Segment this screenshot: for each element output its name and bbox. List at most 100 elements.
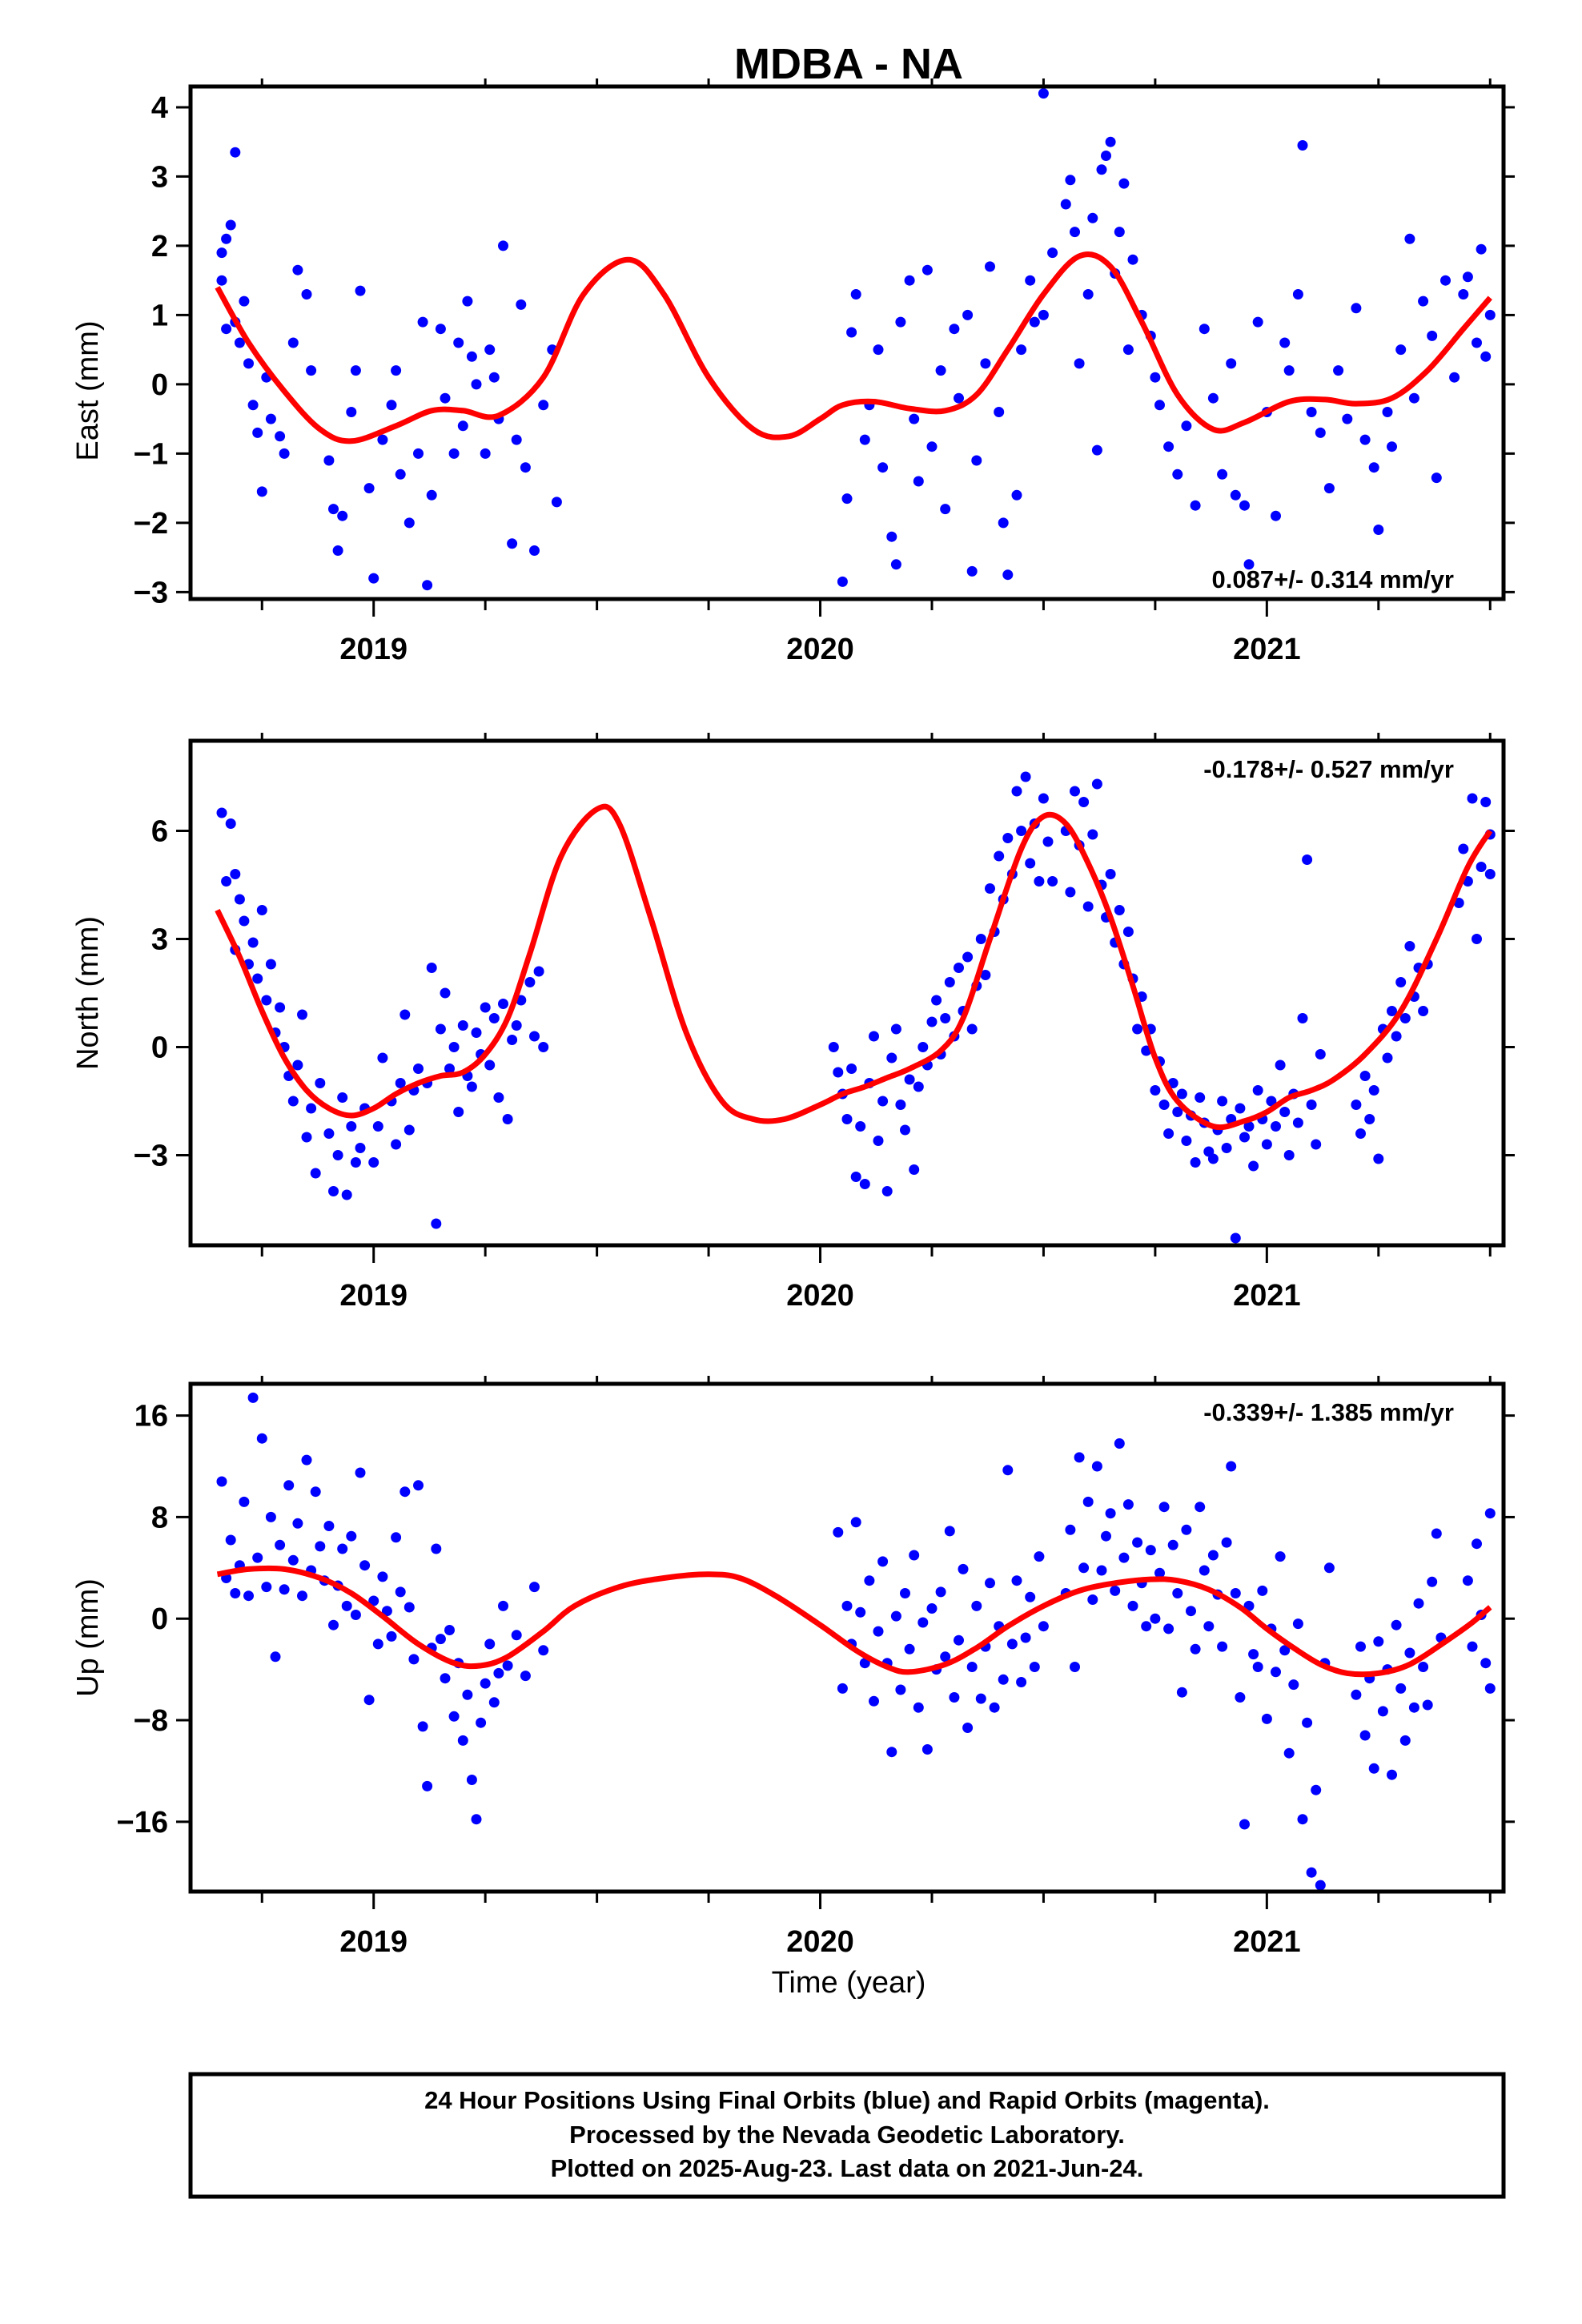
data-point — [462, 296, 473, 307]
y-tick-label: −3 — [134, 1140, 168, 1173]
data-point — [413, 448, 424, 459]
data-point — [395, 1078, 406, 1088]
data-point — [962, 951, 974, 963]
data-point — [837, 1683, 848, 1694]
data-point — [520, 462, 531, 473]
data-point — [904, 1074, 915, 1085]
data-point — [1207, 1153, 1219, 1164]
data-point — [1239, 1819, 1250, 1830]
data-point — [1230, 489, 1241, 501]
data-point — [1422, 1699, 1433, 1711]
data-point — [1122, 927, 1134, 937]
data-point — [216, 807, 227, 818]
data-point — [1395, 1683, 1407, 1694]
data-point — [363, 483, 375, 494]
x-tick-label: 2021 — [1233, 633, 1301, 666]
data-point — [400, 1486, 411, 1498]
data-point — [890, 559, 901, 570]
data-point — [926, 441, 938, 452]
data-point — [350, 1610, 361, 1620]
data-point — [520, 1671, 531, 1682]
data-point — [440, 987, 451, 999]
data-point — [1038, 88, 1049, 99]
data-point — [841, 1600, 853, 1611]
data-point — [435, 1023, 446, 1035]
y-tick-label: 3 — [151, 160, 168, 194]
data-point — [1472, 1538, 1482, 1550]
data-point — [457, 420, 468, 432]
north-panel: 2019 2020 2021 6 3 0 −3 North (mm) -0.178+/- 0.5… — [71, 733, 1515, 1313]
data-point — [949, 1692, 960, 1703]
data-point — [551, 497, 562, 508]
data-point — [1020, 771, 1031, 782]
data-point — [859, 1658, 870, 1669]
data-point — [1154, 1567, 1165, 1578]
data-point — [1070, 1662, 1080, 1672]
data-point — [1034, 876, 1045, 887]
y-tick-label: 4 — [151, 91, 168, 125]
data-point — [913, 1081, 924, 1092]
data-point — [256, 486, 267, 497]
data-point — [1472, 337, 1482, 348]
data-point — [453, 337, 464, 348]
data-point — [1288, 1679, 1299, 1691]
data-point — [917, 1042, 929, 1052]
data-point — [1257, 1585, 1268, 1596]
data-point — [1235, 1692, 1246, 1703]
data-point — [998, 1674, 1009, 1685]
data-point — [404, 1124, 415, 1136]
data-point — [350, 1157, 361, 1168]
data-point — [1087, 212, 1098, 223]
data-point — [471, 379, 482, 390]
data-point — [1368, 462, 1379, 473]
data-point — [1315, 427, 1326, 438]
data-point — [1431, 472, 1442, 484]
data-point — [453, 1107, 464, 1117]
data-point — [1114, 1438, 1125, 1449]
data-point — [864, 1575, 875, 1586]
data-point — [1025, 275, 1036, 286]
data-point — [386, 400, 397, 411]
footer-box — [188, 2072, 1506, 2199]
data-point — [1029, 1662, 1040, 1672]
data-point — [1243, 559, 1255, 570]
data-point — [1163, 1623, 1174, 1634]
data-point — [1082, 1496, 1094, 1507]
data-point — [1239, 500, 1250, 511]
data-point — [346, 1121, 357, 1132]
figure-title: MDBA - NA — [734, 40, 963, 88]
data-point — [306, 365, 317, 376]
data-point — [471, 1027, 482, 1038]
data-point — [913, 1702, 924, 1713]
data-point — [476, 1717, 487, 1728]
data-point — [1261, 1139, 1272, 1150]
y-tick-label: 6 — [151, 815, 168, 849]
data-point — [1368, 1763, 1379, 1774]
data-point — [1387, 1769, 1397, 1780]
data-point — [1230, 1588, 1241, 1598]
x-tick-label: 2019 — [339, 1925, 408, 1959]
data-point — [341, 1189, 352, 1200]
data-point — [332, 1150, 343, 1160]
data-point — [940, 1651, 951, 1663]
data-point — [1002, 1465, 1014, 1476]
data-point — [1279, 1107, 1291, 1117]
data-point — [457, 1735, 468, 1746]
data-point — [1408, 1702, 1419, 1713]
data-point — [216, 1476, 227, 1487]
data-point — [457, 1020, 468, 1031]
x-axis-label: Time (year) — [772, 1966, 926, 2000]
data-point — [1382, 1052, 1393, 1063]
data-point — [1239, 1132, 1250, 1143]
data-point — [462, 1689, 473, 1700]
data-point — [417, 316, 428, 328]
data-point — [265, 959, 276, 970]
data-point — [1427, 1576, 1438, 1587]
data-point — [1195, 1092, 1206, 1103]
data-point — [1011, 786, 1022, 797]
data-point — [1395, 344, 1407, 356]
data-point — [1091, 444, 1102, 456]
data-point — [1199, 324, 1210, 335]
data-point — [261, 995, 272, 1006]
data-point — [1323, 483, 1335, 494]
